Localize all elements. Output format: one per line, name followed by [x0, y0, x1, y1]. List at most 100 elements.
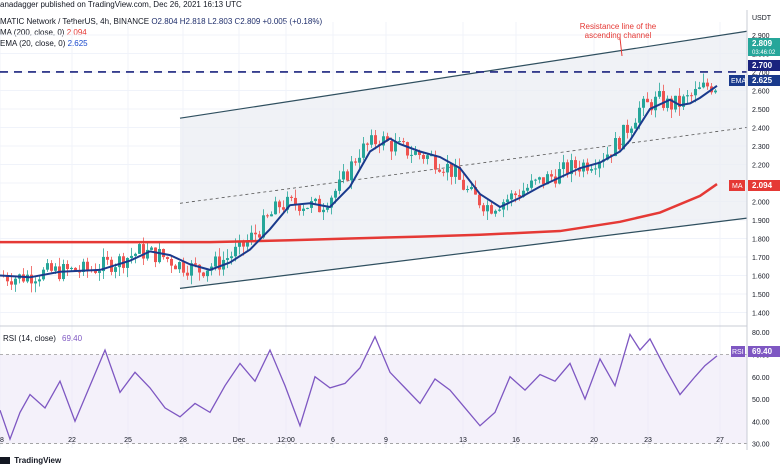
ma-200-line	[0, 183, 718, 244]
candle-body	[154, 247, 157, 263]
candle-body	[178, 262, 181, 270]
price-tick-label: 1.400	[752, 310, 770, 317]
candle-body	[630, 128, 633, 133]
candle-body	[442, 171, 445, 173]
candle-body	[698, 87, 701, 89]
candle-body	[422, 154, 425, 159]
legend-ma-row: MA (200, close, 0) 2.094	[0, 27, 322, 38]
candle-body	[470, 187, 473, 190]
ema-tag-text: EMA	[731, 78, 747, 85]
candle-body	[186, 272, 189, 276]
candle-body	[86, 261, 89, 271]
candle-body	[558, 169, 561, 184]
candle-body	[578, 168, 581, 172]
footer-brand[interactable]: TradingView	[14, 456, 62, 465]
candle-body	[130, 255, 133, 259]
time-tick-label: 9	[384, 437, 388, 444]
price-tick-label: 2.600	[752, 88, 770, 95]
annotation-line1: Resistance line of the	[580, 22, 657, 31]
candle-body	[550, 174, 553, 177]
time-tick-label: 6	[331, 437, 335, 444]
candle-body	[262, 215, 265, 238]
rsi-tick-label: 80.00	[752, 330, 770, 337]
ema-tag	[729, 75, 745, 86]
candle-body	[386, 136, 389, 141]
ema-badge-value: 2.625	[752, 76, 773, 85]
candle-body	[302, 208, 305, 211]
candle-body	[266, 215, 269, 217]
candle-body	[686, 95, 689, 97]
candle-body	[74, 267, 77, 272]
candle-body	[150, 247, 153, 250]
time-tick-label: 20	[590, 437, 598, 444]
ma-tag	[729, 180, 745, 191]
candle-body	[402, 141, 405, 143]
annotation-line2: ascending channel	[585, 31, 652, 40]
price-tick-label: 1.500	[752, 292, 770, 299]
legend-ohlc: O2.804 H2.818 L2.803 C2.809 +0.005 (+0.1…	[151, 17, 323, 26]
candle-body	[498, 209, 501, 211]
candle-body	[534, 179, 537, 181]
candle-body	[306, 207, 309, 209]
price-tick-label: 2.000	[752, 199, 770, 206]
candle-body	[546, 174, 549, 185]
candle-body	[370, 135, 373, 145]
time-tick-label: 28	[179, 437, 187, 444]
time-tick-label: 25	[124, 437, 132, 444]
time-tick-label: 22	[68, 437, 76, 444]
candle-body	[342, 171, 345, 180]
candle-body	[98, 271, 101, 273]
candle-body	[706, 82, 709, 87]
candle-body	[514, 193, 517, 196]
candle-body	[374, 135, 377, 145]
candle-body	[426, 155, 429, 159]
footer: TradingView	[0, 456, 61, 465]
candle-body	[574, 160, 577, 169]
rsi-tick-label: 60.00	[752, 375, 770, 382]
time-tick-label: 12:00	[277, 437, 295, 444]
candle-body	[542, 177, 545, 185]
candle-body	[642, 98, 645, 108]
candle-body	[34, 281, 37, 284]
price-tick-label: 2.500	[752, 107, 770, 114]
channel-lower-line	[179, 217, 748, 289]
candle-body	[366, 143, 369, 145]
candle-body	[654, 96, 657, 111]
price-tick-label: 2.200	[752, 162, 770, 169]
candle-body	[206, 270, 209, 277]
candle-body	[690, 95, 693, 97]
candle-body	[350, 161, 353, 181]
candle-body	[6, 276, 9, 282]
candle-body	[254, 232, 257, 235]
price-tick-label: 2.700	[752, 70, 770, 77]
legend-ema-row: EMA (20, close, 0) 2.625	[0, 38, 322, 49]
candle-body	[330, 197, 333, 208]
candle-body	[598, 161, 601, 169]
candle-body	[326, 207, 329, 210]
rsi-tick-label: 40.00	[752, 419, 770, 426]
candle-body	[530, 180, 533, 188]
candle-body	[522, 190, 525, 197]
candle-body	[454, 166, 457, 177]
legend-symbol-row: MATIC Network / TetherUS, 4h, BINANCE O2…	[0, 16, 322, 27]
price-tick-label: 1.700	[752, 255, 770, 262]
candle-body	[562, 162, 565, 170]
legend-ma-value: 2.094	[66, 28, 87, 37]
candle-body	[242, 240, 245, 247]
candle-body	[346, 171, 349, 181]
candle-body	[478, 194, 481, 206]
time-axis[interactable]: 18 22 25 28 Dec 12:00 6 9 13 16 20 23 27	[0, 437, 724, 444]
price-tick-label: 1.600	[752, 273, 770, 280]
candle-body	[290, 196, 293, 198]
ema-20-line	[0, 85, 718, 279]
candle-body	[202, 272, 205, 277]
candle-body	[338, 179, 341, 191]
candle-body	[230, 256, 233, 259]
tradingview-logo-icon	[0, 457, 10, 465]
candle-body	[434, 155, 437, 170]
publisher-bar: anadagger published on TradingView.com, …	[0, 0, 780, 10]
ma-badge	[748, 180, 780, 191]
legend-ma-label: MA (200, close, 0)	[0, 28, 65, 37]
price-tick-label: 2.400	[752, 125, 770, 132]
